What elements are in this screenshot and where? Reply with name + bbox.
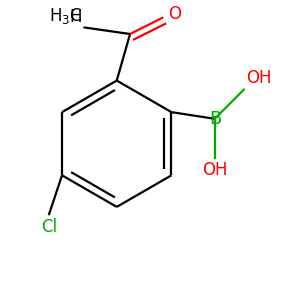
Text: H: H <box>69 8 82 26</box>
Text: OH: OH <box>246 69 272 87</box>
Text: OH: OH <box>202 161 227 179</box>
Text: O: O <box>168 5 181 23</box>
Text: H$_3$C: H$_3$C <box>49 6 82 26</box>
Text: Cl: Cl <box>41 218 57 236</box>
Text: B: B <box>209 110 221 128</box>
